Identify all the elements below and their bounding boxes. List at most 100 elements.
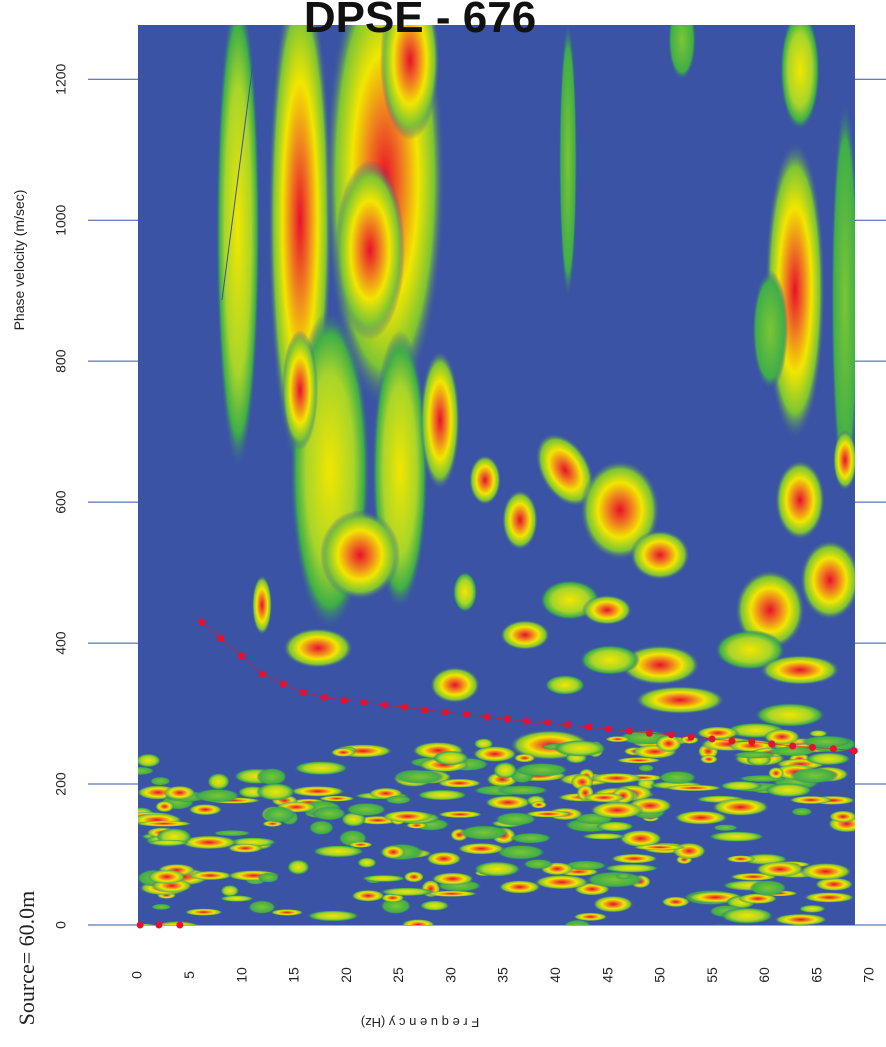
- spectrum-blob: [256, 767, 288, 786]
- spectrum-blob: [711, 798, 770, 816]
- spectrum-blob: [700, 754, 718, 764]
- curve-point: [299, 688, 307, 696]
- spectrum-blob: [147, 839, 190, 846]
- spectrum-blob: [401, 919, 436, 925]
- spectrum-blob: [616, 757, 662, 764]
- spectrum-blob: [755, 703, 825, 727]
- curve-point: [176, 921, 184, 929]
- spectrum-blob: [496, 785, 550, 796]
- spectrum-blob: [320, 510, 400, 600]
- curve-point: [421, 706, 429, 714]
- annotation: Source= 60.0m: [14, 891, 39, 1026]
- spectrum-blob: [437, 810, 483, 819]
- spectrum-blob: [668, 25, 696, 80]
- spectrum-blob: [534, 874, 590, 890]
- spectrum-blob: [708, 831, 765, 842]
- spectrum-blob: [252, 575, 272, 635]
- spectrum-blob: [524, 810, 572, 818]
- spectrum-blob: [147, 869, 186, 885]
- spectrum-blob: [720, 907, 774, 924]
- curve-point: [708, 735, 716, 743]
- spectrum-blob: [256, 782, 295, 801]
- curve-point: [462, 710, 470, 718]
- x-tick-label: 40: [547, 967, 563, 983]
- spectrum-blob: [220, 884, 239, 897]
- x-tick-label: 50: [652, 967, 668, 983]
- spectrum-blob: [760, 655, 840, 685]
- spectrum-blob: [535, 433, 595, 507]
- spectrum-blob: [500, 620, 550, 650]
- spectrum-blob: [307, 910, 360, 922]
- spectrum-blob: [632, 844, 687, 851]
- spectrum-blob: [615, 872, 632, 880]
- spectrum-blob: [790, 767, 839, 784]
- spectrum-blob: [767, 746, 817, 757]
- spectrum-blob: [417, 789, 468, 801]
- spectrum-blob: [270, 909, 304, 916]
- spectrum-blob: [473, 861, 521, 877]
- spectrum-blob: [582, 595, 632, 625]
- x-tick-label: 5: [181, 971, 197, 979]
- spectrum-blob: [180, 835, 238, 850]
- spectrum-blob: [661, 896, 691, 908]
- spectrum-blob: [773, 913, 828, 925]
- spectrum-blob: [513, 753, 536, 763]
- trend-line: [221, 25, 259, 301]
- curve-point: [728, 737, 736, 745]
- spectrum-blob: [585, 871, 645, 888]
- spectrum-blob: [673, 810, 729, 825]
- curve-point: [605, 725, 613, 733]
- spectrum-blob: [219, 895, 254, 902]
- spectrum-blob: [381, 810, 434, 823]
- spectrum-blob: [523, 858, 554, 870]
- spectrum-blob: [726, 855, 756, 863]
- spectrum-blob: [553, 740, 607, 757]
- spectrum-blob: [212, 830, 252, 837]
- dispersion-curve: [136, 618, 858, 929]
- spectrum-blob: [138, 766, 155, 776]
- spectrum-blob: [720, 780, 763, 791]
- spectrum-blob: [163, 785, 196, 800]
- spectrum-blob: [545, 675, 585, 695]
- curve-point: [320, 693, 328, 701]
- spectrum-blob: [764, 783, 813, 798]
- spectrum-blob: [712, 824, 739, 832]
- y-axis-label: Phase velocity (m/sec): [11, 190, 27, 331]
- curve-point: [258, 670, 266, 678]
- curve-point: [544, 719, 552, 727]
- spectrum-blob: [755, 861, 805, 878]
- spectrum-blob: [457, 842, 506, 855]
- dispersion-image: [138, 25, 855, 925]
- y-tick-label: 200: [53, 772, 69, 796]
- spectrum-blob: [469, 455, 501, 505]
- spectrum-blob: [799, 862, 852, 881]
- curve-point: [645, 729, 653, 737]
- spectrum-blob: [581, 833, 626, 840]
- spectrum-blob: [833, 430, 855, 490]
- axis-labels: 0 200 400 600 800 1000 1200 0 5 10 15 20 25 30 35 40 45 5…: [53, 63, 877, 982]
- curve-point: [564, 721, 572, 729]
- spectrum-blob: [619, 829, 663, 848]
- spectrum-blob: [610, 853, 658, 864]
- x-tick-label: 15: [286, 967, 302, 983]
- spectrum-blob: [493, 761, 518, 779]
- spectrum-blob: [530, 800, 548, 809]
- y-tick-label: 800: [53, 349, 69, 373]
- chart-title: DPSE - 676: [304, 0, 536, 42]
- spectrum-blob: [318, 795, 355, 802]
- spectrum-blob: [151, 903, 172, 911]
- spectrum-blob: [312, 806, 347, 821]
- x-tick-label: 0: [129, 971, 145, 979]
- curve-point: [585, 723, 593, 731]
- spectrum-blob: [351, 889, 385, 902]
- spectrum-blob: [564, 860, 608, 871]
- spectrum-blob: [380, 887, 434, 897]
- curve-point: [441, 708, 449, 716]
- x-tick-label: 20: [338, 967, 354, 983]
- spectrum-blob: [732, 751, 777, 759]
- spectrum-blob: [735, 570, 805, 650]
- spectrum-blob: [749, 879, 788, 897]
- curve-point: [360, 698, 368, 706]
- spectrum-blob: [330, 747, 356, 757]
